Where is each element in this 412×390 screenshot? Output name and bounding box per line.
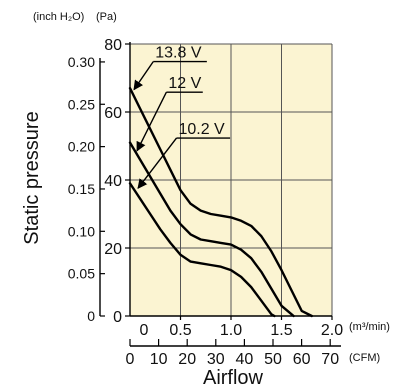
x-tick-label: 1.0 [220,322,242,339]
y-axis-title: Static pressure [21,111,43,244]
pa-tick-label: 0 [113,309,122,326]
grid-lines [130,43,333,316]
pa-tick-label: 60 [104,105,122,122]
series-label-leader-2 [137,137,178,189]
cfm-tick-label: 40 [236,351,254,368]
x-tick-label: 0.5 [169,322,191,339]
cfm-tick-label: 20 [178,351,196,368]
inch-tick-label: 0.20 [68,139,95,155]
series-label-2: 10.2 V [178,121,225,138]
x-unit-primary-label: (m³/min) [349,321,390,333]
x-origin-label: 0 [140,322,149,339]
inch-tick-label: 0.25 [68,96,95,112]
cfm-tick-label: 50 [264,351,282,368]
cfm-tick-label: 30 [207,351,225,368]
pa-tick-label: 80 [104,37,122,54]
tick-labels: 0 20 40 60 80 0 0.05 0.10 0.15 0.20 0.25 0.30 0 0.5 1.… [68,37,343,368]
inch-tick-label: 0.30 [68,54,95,70]
cfm-tick-label: 60 [293,351,311,368]
inch-tick-label: 0.05 [68,266,95,282]
series-label-0: 13.8 V [155,45,202,62]
pa-tick-label: 40 [104,173,122,190]
pa-tick-label: 20 [104,241,122,258]
series-group [128,87,313,318]
x-unit-secondary-label: (CFM) [349,352,380,364]
inch-tick-label: 0 [87,308,95,324]
inch-tick-label: 0.10 [68,223,95,239]
series-label-leader-0 [133,61,154,91]
y-unit-inch-label: (inch H₂O) [33,11,84,23]
cfm-tick-label: 10 [150,351,168,368]
series-line-1 [128,141,295,318]
x-axis-title: Airflow [203,367,264,389]
y-unit-pa-label: (Pa) [96,11,117,23]
x-tick-label: 2.0 [321,322,343,339]
series-line-0 [128,87,313,318]
inch-tick-label: 0.15 [68,181,95,197]
series-label-leader-1 [136,91,168,152]
series-line-2 [128,182,276,318]
series-labels: 13.8 V 12 V 10.2 V [133,45,231,189]
x-tick-label: 1.5 [270,322,292,339]
cfm-tick-label: 70 [321,351,339,368]
cfm-tick-label: 0 [126,351,135,368]
series-label-1: 12 V [168,75,201,92]
